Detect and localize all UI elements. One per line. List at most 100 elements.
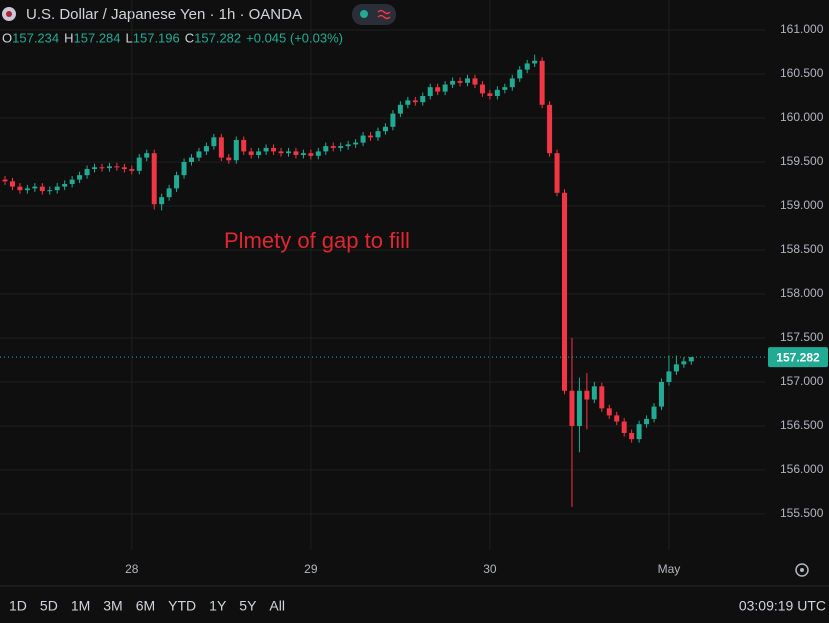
- candle-body: [547, 104, 553, 154]
- candle-body: [472, 78, 478, 85]
- x-tick-label: 29: [304, 562, 318, 576]
- settings-icon-center: [800, 568, 804, 572]
- candle-body: [241, 139, 247, 152]
- candle-body: [181, 161, 187, 176]
- y-tick-label: 158.500: [780, 242, 824, 256]
- candle-body: [136, 157, 142, 171]
- candle-body: [353, 142, 359, 145]
- candle-body: [69, 179, 75, 184]
- candle-body: [99, 167, 105, 169]
- candle-body: [509, 78, 515, 88]
- last-price-label: 157.282: [776, 350, 820, 364]
- candle-body: [629, 432, 635, 440]
- candle-body: [77, 175, 83, 180]
- candle-body: [159, 197, 165, 205]
- range-button[interactable]: All: [269, 598, 285, 614]
- candle-body: [315, 151, 321, 156]
- candle-body: [532, 60, 538, 64]
- candle-body: [651, 406, 657, 419]
- candle-body: [606, 408, 612, 416]
- y-tick-label: 159.500: [780, 154, 824, 168]
- candle-body: [658, 381, 664, 407]
- candle-body: [32, 186, 38, 189]
- x-tick-label: May: [658, 562, 681, 576]
- candle-body: [666, 371, 672, 382]
- x-tick-label: 30: [483, 562, 497, 576]
- candle-body: [121, 167, 127, 170]
- candle-body: [591, 386, 597, 400]
- candle-body: [360, 135, 366, 143]
- ohlc-label: H: [64, 30, 73, 45]
- ohlc-label: O: [2, 30, 12, 45]
- candle-body: [442, 84, 448, 92]
- candle-body: [218, 137, 224, 158]
- candle-body: [345, 144, 351, 147]
- candle-body: [92, 167, 98, 170]
- candle-body: [465, 78, 471, 83]
- x-tick-label: 28: [125, 562, 139, 576]
- candle-body: [673, 364, 679, 372]
- candle-body: [211, 137, 217, 147]
- candle-body: [54, 186, 60, 191]
- candle-body: [435, 87, 441, 92]
- candle-body: [248, 151, 254, 155]
- candle-body: [203, 146, 209, 152]
- candle-body: [24, 188, 30, 191]
- symbol-title: U.S. Dollar / Japanese Yen · 1h · OANDA: [26, 6, 302, 23]
- candle-body: [614, 415, 620, 422]
- y-tick-label: 158.000: [780, 286, 824, 300]
- candle-body: [338, 146, 344, 148]
- candle-body: [688, 357, 694, 362]
- settings-icon[interactable]: [795, 563, 809, 577]
- annotation: Plmety of gap to fill: [224, 228, 410, 253]
- y-tick-label: 156.500: [780, 418, 824, 432]
- candle-body: [644, 418, 650, 425]
- candle-body: [106, 166, 112, 169]
- range-button[interactable]: YTD: [168, 598, 196, 614]
- candle-body: [47, 190, 53, 192]
- status-dot: [360, 10, 368, 18]
- candle-body: [420, 95, 426, 103]
- candle-body: [479, 84, 485, 94]
- status-pill[interactable]: [352, 4, 396, 25]
- range-button[interactable]: 1Y: [209, 598, 227, 614]
- clock: 03:09:19 UTC: [739, 598, 826, 614]
- range-button[interactable]: 5D: [40, 598, 58, 614]
- candle-body: [308, 153, 314, 156]
- candle-body: [174, 175, 180, 189]
- candle-body: [323, 146, 329, 152]
- candle-body: [502, 87, 508, 90]
- range-button[interactable]: 5Y: [239, 598, 257, 614]
- candle-body: [233, 139, 239, 161]
- flag-dot: [6, 11, 12, 17]
- candle-body: [494, 89, 500, 96]
- candle-body: [39, 186, 45, 192]
- y-tick-label: 155.500: [780, 506, 824, 520]
- range-button[interactable]: 3M: [103, 598, 122, 614]
- range-button[interactable]: 1D: [9, 598, 27, 614]
- y-tick-label: 157.500: [780, 330, 824, 344]
- candle-body: [375, 131, 381, 138]
- candle-body: [84, 169, 90, 176]
- candle-body: [189, 157, 194, 162]
- candle-body: [397, 104, 403, 114]
- candle-body: [271, 147, 277, 152]
- candle-body: [2, 179, 8, 182]
- candle-body: [62, 183, 68, 187]
- status-icon: [377, 9, 391, 20]
- candle-body: [599, 386, 605, 409]
- candle-body: [427, 87, 433, 96]
- candle-body: [196, 151, 202, 158]
- y-tick-label: 157.000: [780, 374, 824, 388]
- y-tick-label: 160.500: [780, 66, 824, 80]
- ohlc-label: C: [185, 30, 194, 45]
- candle-body: [166, 188, 172, 198]
- candle-body: [487, 93, 493, 96]
- range-button[interactable]: 1M: [71, 598, 90, 614]
- candle-body: [524, 63, 530, 70]
- range-button[interactable]: 6M: [136, 598, 155, 614]
- last-price-tag: [768, 347, 828, 368]
- candle-body: [539, 60, 545, 105]
- ohlc-value: 157.234: [12, 30, 59, 45]
- candle-body: [412, 100, 418, 103]
